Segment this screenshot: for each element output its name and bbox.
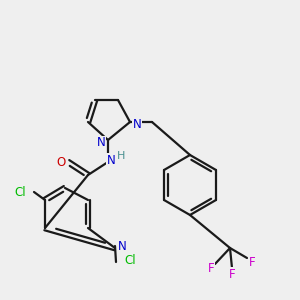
- Text: F: F: [208, 262, 214, 275]
- Text: N: N: [133, 118, 141, 131]
- Text: F: F: [229, 268, 235, 281]
- Text: O: O: [56, 155, 66, 169]
- Text: Cl: Cl: [124, 254, 136, 266]
- Text: N: N: [118, 239, 126, 253]
- Text: N: N: [97, 136, 105, 149]
- Text: H: H: [117, 151, 125, 161]
- Text: F: F: [249, 256, 255, 268]
- Text: Cl: Cl: [14, 185, 26, 199]
- Text: N: N: [106, 154, 116, 166]
